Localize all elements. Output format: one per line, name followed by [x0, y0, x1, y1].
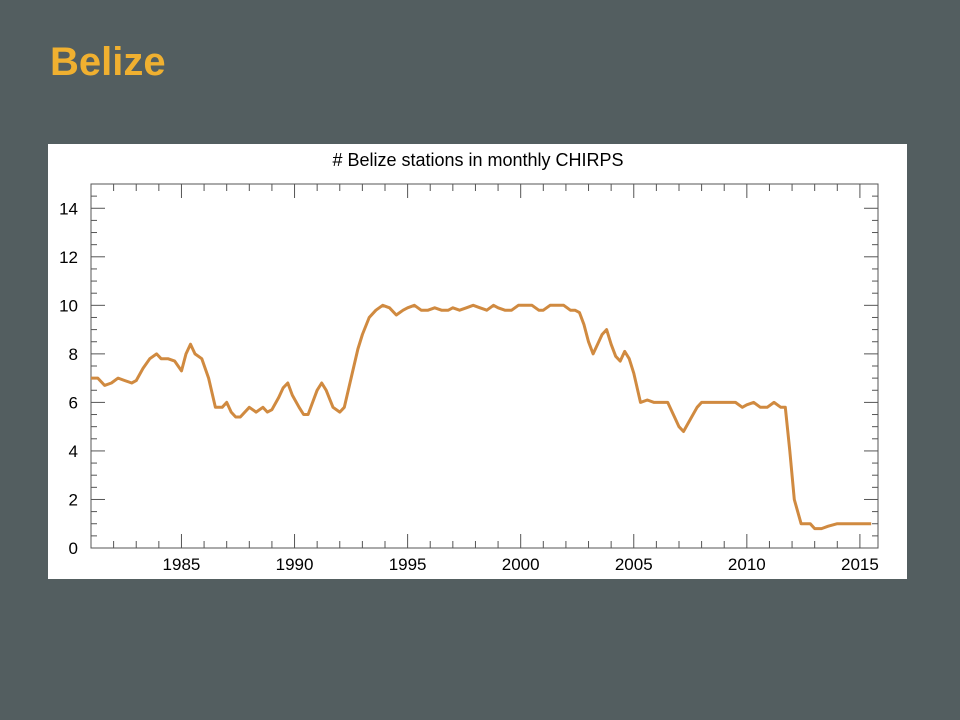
- plot-frame: [90, 183, 879, 549]
- x-tick-label: 2010: [728, 555, 766, 574]
- y-tick-labels: 0 2 4 6 8 10 12 14: [59, 199, 78, 558]
- y-tick-label: 6: [69, 393, 78, 412]
- y-tick-label: 4: [69, 442, 78, 461]
- x-tick-label: 1995: [389, 555, 427, 574]
- x-tick-label: 2000: [502, 555, 540, 574]
- y-tick-label: 10: [59, 296, 78, 315]
- y-tick-label: 2: [69, 490, 78, 509]
- line-chart: # Belize stations in monthly CHIRPS 0 2 4 6…: [59, 150, 879, 574]
- chart-title: # Belize stations in monthly CHIRPS: [332, 150, 623, 170]
- y-tick-label: 8: [69, 345, 78, 364]
- slide-title: Belize: [50, 40, 166, 84]
- series-line: [91, 303, 872, 531]
- axis-ticks: [90, 183, 878, 549]
- x-tick-label: 2005: [615, 555, 653, 574]
- x-tick-label: 2015: [841, 555, 879, 574]
- x-tick-label: 1985: [163, 555, 201, 574]
- y-tick-label: 14: [59, 199, 78, 218]
- y-tick-label: 0: [69, 539, 78, 558]
- chart-panel: # Belize stations in monthly CHIRPS 0 2 4 6…: [48, 144, 907, 579]
- x-tick-labels: 1985 1990 1995 2000 2005 2010 2015: [163, 555, 879, 574]
- y-tick-label: 12: [59, 248, 78, 267]
- x-tick-label: 1990: [276, 555, 314, 574]
